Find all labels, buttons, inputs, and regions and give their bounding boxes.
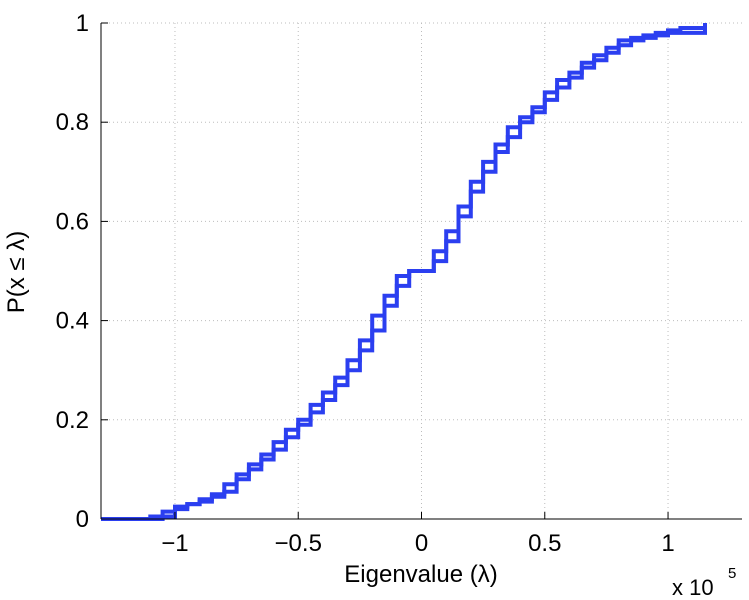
y-axis-label: P(x ≤ λ) (3, 231, 30, 314)
y-tick-label: 0 (76, 506, 89, 533)
x-tick-label: 1 (661, 530, 674, 557)
x-tick-label: 0 (415, 530, 428, 557)
x-multiplier: x 10 5 (672, 565, 736, 600)
x-multiplier-exponent: 5 (728, 565, 736, 582)
x-tick-label: −0.5 (275, 530, 322, 557)
y-tick-label: 0.8 (56, 109, 89, 136)
axes (100, 22, 742, 520)
y-tick-label: 0.4 (56, 308, 89, 335)
cdf-step-series-1 (101, 23, 707, 521)
x-multiplier-label: x 10 (672, 575, 714, 600)
x-tick-label: 0.5 (528, 530, 561, 557)
x-axis-label: Eigenvalue (λ) (344, 561, 497, 588)
y-tick-label: 0.2 (56, 407, 89, 434)
x-tick-label: −1 (161, 530, 188, 557)
plot-area (101, 23, 707, 521)
cdf-step-series-2 (101, 23, 707, 521)
tick-labels: −1 −0.5 0 0.5 1 0 0.2 0.4 0.6 0.8 1 (56, 10, 675, 557)
y-tick-label: 0.6 (56, 208, 89, 235)
y-tick-label: 1 (76, 10, 89, 37)
